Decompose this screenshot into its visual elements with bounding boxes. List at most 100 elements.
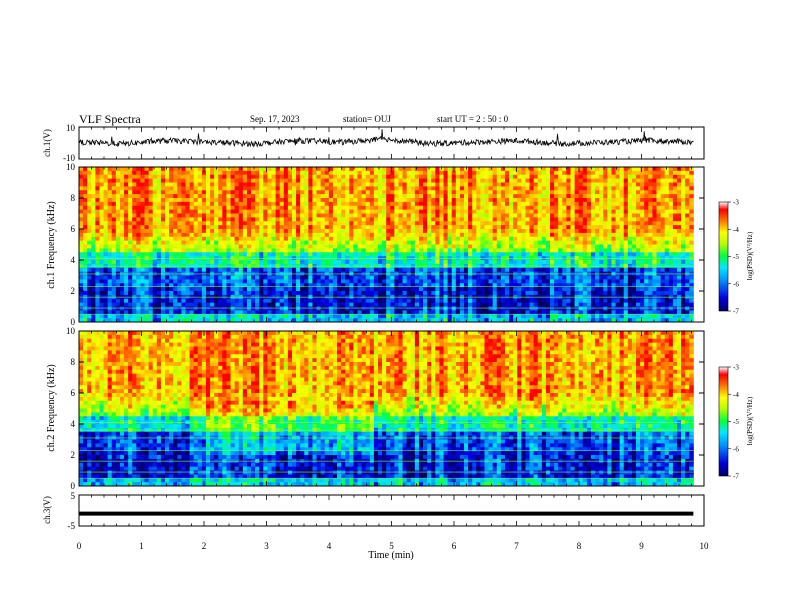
spectrogram-cell — [308, 221, 313, 226]
spectrogram-cell — [492, 221, 498, 226]
spectrogram-cell — [484, 244, 489, 249]
spectrogram-cell — [132, 306, 137, 311]
spectrogram-cell — [353, 236, 358, 242]
spectrogram-cell — [193, 298, 199, 304]
spectrogram-cell — [218, 205, 223, 211]
spectrogram-cell — [349, 170, 354, 176]
spectrogram-cell — [566, 221, 571, 226]
spectrogram-cell — [394, 221, 399, 226]
spectrogram-cell — [431, 205, 436, 211]
spectrogram-cell — [230, 198, 236, 203]
spectrogram-cell — [230, 283, 236, 288]
spectrogram-cell — [128, 314, 133, 319]
spectrogram-cell — [152, 170, 158, 176]
spectrogram-cell — [406, 221, 412, 226]
spectrogram-cell — [291, 198, 297, 203]
spectrogram-cell — [87, 186, 92, 191]
spectrogram-cell — [226, 306, 231, 311]
spectrogram-cell — [455, 291, 461, 296]
spectrogram-cell — [332, 174, 338, 180]
spectrogram-cell — [537, 232, 543, 238]
spectrogram-cell — [365, 217, 371, 222]
spectrogram-cell — [410, 182, 416, 187]
spectrogram-cell — [447, 283, 453, 288]
spectrogram-cell — [115, 201, 121, 207]
spectrogram-cell — [402, 198, 408, 203]
spectrogram-cell — [431, 217, 436, 222]
spectrogram-cell — [353, 213, 358, 218]
spectrogram-cell — [128, 298, 133, 304]
spectrogram-cell — [283, 291, 289, 296]
spectrogram-cell — [144, 178, 150, 183]
spectrogram-cell — [550, 275, 555, 280]
spectrogram-cell — [99, 170, 104, 176]
spectrogram-cell — [201, 240, 207, 245]
spectrogram-cell — [312, 182, 317, 187]
spectrogram-cell — [566, 174, 571, 180]
spectrogram-cell — [459, 310, 465, 315]
spectrogram-cell — [402, 167, 408, 172]
spectrogram-cell — [271, 244, 276, 249]
spectrogram-cell — [431, 182, 436, 187]
spectrogram-cell — [95, 248, 100, 253]
spectrogram-cell — [283, 298, 289, 304]
spectrogram-cell — [431, 236, 436, 242]
spectrogram-cell — [189, 174, 195, 180]
spectrogram-cell — [492, 240, 498, 245]
spectrogram-cell — [267, 190, 272, 195]
spectrogram-cell — [83, 186, 88, 191]
spectrogram-cell — [386, 302, 391, 307]
spectrogram-cell — [410, 279, 416, 284]
spectrogram-cell — [525, 167, 530, 172]
spectrogram-cell — [103, 198, 109, 203]
spectrogram-cell — [279, 232, 285, 238]
spectrogram-cell — [312, 291, 317, 296]
spectrogram-cell — [406, 201, 412, 207]
spectrogram-cell — [386, 170, 391, 176]
spectrogram-cell — [337, 306, 342, 311]
spectrogram-cell — [537, 240, 543, 245]
spectrogram-cell — [148, 314, 154, 319]
spectrogram-cell — [201, 198, 207, 203]
spectrogram-cell — [291, 190, 297, 195]
spectrogram-cell — [83, 267, 88, 273]
spectrogram-cell — [492, 283, 498, 288]
spectrogram-cell — [484, 174, 489, 180]
spectrogram-cell — [214, 298, 219, 304]
spectrogram-cell — [382, 221, 387, 226]
spectrogram-cell — [320, 298, 326, 304]
spectrogram-cell — [267, 217, 272, 222]
spectrogram-cell — [345, 198, 350, 203]
spectrogram-cell — [382, 213, 387, 218]
spectrogram-cell — [214, 182, 219, 187]
spectrogram-cell — [259, 201, 264, 207]
spectrogram-cell — [529, 167, 535, 172]
spectrogram-cell — [341, 186, 346, 191]
spectrogram-cell — [304, 225, 309, 230]
spectrogram-cell — [455, 209, 461, 214]
spectrogram-cell — [349, 287, 354, 292]
spectrogram-cell — [476, 236, 481, 242]
spectrogram-cell — [410, 209, 416, 214]
spectrogram-cell — [226, 302, 231, 307]
spectrogram-cell — [378, 205, 383, 211]
spectrogram-cell — [418, 275, 424, 280]
spectrogram-cell — [251, 283, 256, 288]
spectrogram-cell — [509, 291, 514, 296]
spectrogram-cell — [259, 182, 264, 187]
spectrogram-cell — [140, 186, 145, 191]
spectrogram-cell — [545, 267, 551, 273]
spectrogram-cell — [541, 170, 547, 176]
spectrogram-cell — [353, 229, 358, 234]
spectrogram-cell — [214, 267, 219, 273]
spectrogram-cell — [165, 198, 170, 203]
spectrogram-cell — [136, 213, 141, 218]
spectrogram-cell — [291, 170, 297, 176]
spectrogram-cell — [160, 229, 166, 234]
spectrogram-cell — [566, 170, 571, 176]
spectrogram-cell — [423, 287, 428, 292]
spectrogram-cell — [504, 174, 510, 180]
spectrogram-cell — [468, 302, 473, 307]
spectrogram-cell — [533, 298, 539, 304]
spectrogram-cell — [480, 217, 485, 222]
